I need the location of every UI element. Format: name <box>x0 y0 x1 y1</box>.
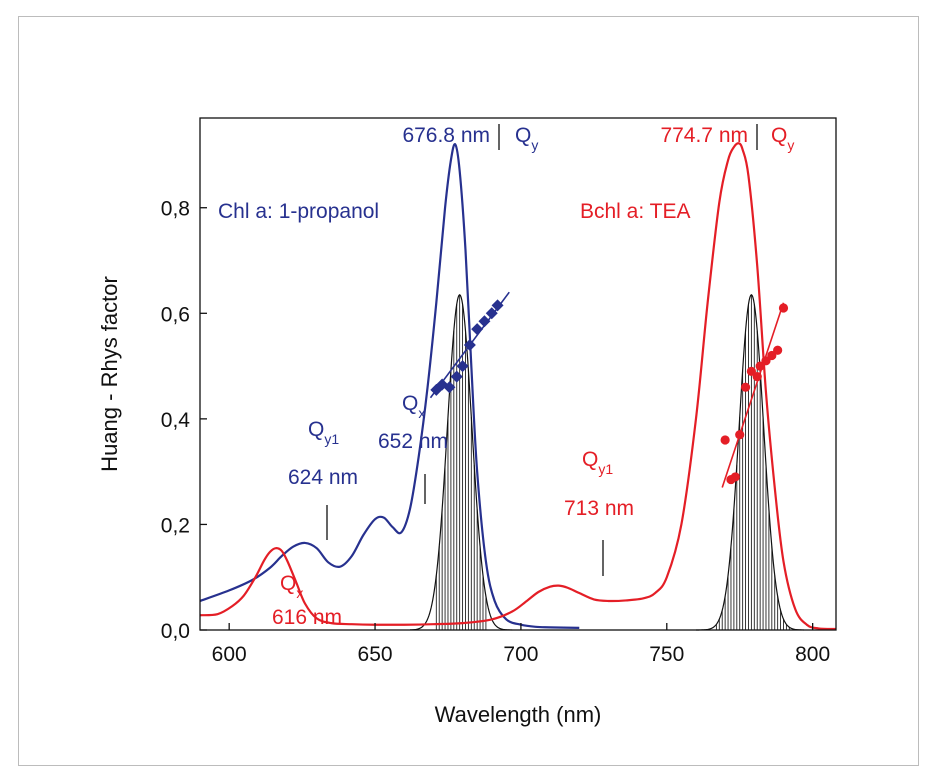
chl-qy-label: Qy <box>515 124 538 153</box>
bchl-series-label: Bchl a: TEA <box>580 200 691 223</box>
bchl-qy1-wavelength: 713 nm <box>564 497 634 520</box>
gaussian-0-curve <box>410 294 513 631</box>
marker-1-point-7 <box>755 361 765 371</box>
marker-0-point-7 <box>478 315 491 328</box>
bchl-qx-label: Qx <box>280 572 303 601</box>
x-tick-label-2: 700 <box>503 643 538 666</box>
marker-1-point-11 <box>778 303 789 313</box>
marker-1-point-8 <box>761 356 771 366</box>
bchl-qx-wavelength: 616 nm <box>272 606 342 629</box>
marker-0-point-2 <box>443 381 456 394</box>
marker-0-point-5 <box>463 338 476 351</box>
y-axis-label: Huang - Rhys factor <box>97 276 122 472</box>
marker-0-point-6 <box>471 323 484 336</box>
x-tick-label-3: 750 <box>649 643 684 666</box>
fit-line-1 <box>721 302 785 488</box>
y-tick-label-2: 0,4 <box>161 409 191 432</box>
y-tick-label-4: 0,8 <box>161 198 190 221</box>
series-line-0 <box>199 143 580 629</box>
marker-1-point-4 <box>740 382 751 392</box>
chl-qy1-wavelength: 624 nm <box>288 466 358 489</box>
marker-1-point-2 <box>730 472 740 482</box>
marker-0-point-9 <box>491 299 504 312</box>
marker-1-point-5 <box>746 366 756 376</box>
chl-qy1-label: Qy1 <box>308 418 339 447</box>
marker-0-point-4 <box>456 360 469 373</box>
plot-frame <box>199 117 837 631</box>
bchl-qy1-label: Qy1 <box>582 448 613 477</box>
curve-layer <box>199 142 837 631</box>
marker-layer <box>429 291 789 488</box>
chl-qx-label: Qx <box>402 392 425 421</box>
bchl-qy-wavelength: 774.7 nm <box>660 124 748 147</box>
marker-1-point-9 <box>767 350 777 361</box>
tick-layer: 600 650 700 750 800 0,0 0,2 0,4 0,6 0,8 <box>161 198 830 666</box>
chl-series-label: Chl a: 1-propanol <box>218 200 379 223</box>
bchl-qy-label: Qy <box>771 124 794 153</box>
x-tick-label-0: 600 <box>212 643 247 666</box>
marker-0-point-8 <box>485 307 498 320</box>
x-tick-label-4: 800 <box>795 643 830 666</box>
y-tick-label-1: 0,2 <box>161 514 190 537</box>
marker-0-point-3 <box>450 370 463 383</box>
marker-1-point-3 <box>735 430 745 440</box>
chl-qx-wavelength: 652 nm <box>378 430 448 453</box>
series-line-1 <box>199 142 837 631</box>
y-tick-label-3: 0,6 <box>161 303 190 326</box>
gaussian-1-curve <box>695 294 804 631</box>
x-tick-label-1: 650 <box>358 643 393 666</box>
y-tick-label-0: 0,0 <box>161 620 190 643</box>
marker-1-point-10 <box>773 345 783 355</box>
marker-1-point-6 <box>752 372 762 382</box>
gaussian-layer <box>410 294 804 631</box>
chl-qy-wavelength: 676.8 nm <box>402 124 490 147</box>
marker-1-point-0 <box>720 435 730 445</box>
x-axis-label: Wavelength (nm) <box>435 702 602 727</box>
